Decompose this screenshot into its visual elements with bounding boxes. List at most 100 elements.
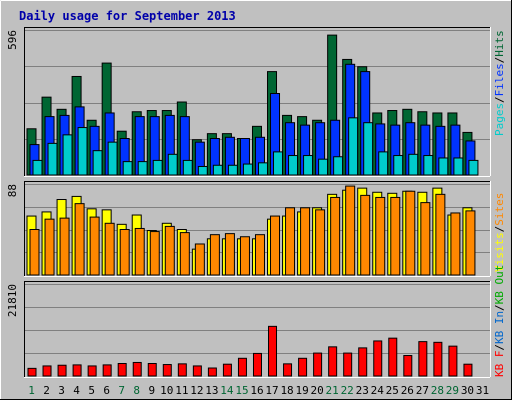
bar-sites-day-12 xyxy=(194,243,205,276)
x-tick-label-day-1: 1 xyxy=(28,384,35,397)
bar-pages-day-19 xyxy=(303,155,314,176)
bar-kb-f-day-8 xyxy=(132,361,142,377)
bar-pages-day-15 xyxy=(242,163,253,176)
visits-sites-panel xyxy=(24,181,491,277)
x-tick-label-day-7: 7 xyxy=(118,384,125,397)
bar-pages-day-9 xyxy=(152,159,163,176)
bar-kb-f-day-1 xyxy=(27,367,37,377)
x-tick-label-day-16: 16 xyxy=(250,384,263,397)
bar-pages-day-22 xyxy=(348,117,359,176)
bar-kb-f-day-17 xyxy=(268,325,278,377)
x-tick-label-day-2: 2 xyxy=(43,384,50,397)
legend-separator: / xyxy=(493,57,506,64)
bar-kb-f-day-22 xyxy=(343,352,353,377)
bar-pages-day-13 xyxy=(212,164,223,176)
x-tick-label-day-26: 26 xyxy=(401,384,414,397)
bar-pages-day-17 xyxy=(273,151,284,176)
bar-sites-day-29 xyxy=(450,212,461,276)
bar-sites-day-28 xyxy=(435,193,446,276)
bar-kb-f-day-21 xyxy=(328,346,338,377)
bar-pages-day-4 xyxy=(77,127,88,176)
bar-kb-f-day-23 xyxy=(358,347,368,377)
bar-sites-day-22 xyxy=(345,185,356,276)
bar-kb-f-day-30 xyxy=(463,363,473,377)
bar-pages-day-7 xyxy=(122,161,133,176)
bar-pages-day-6 xyxy=(107,141,118,176)
y-max-label-visits: 88 xyxy=(6,184,19,197)
x-tick-label-day-18: 18 xyxy=(280,384,293,397)
bar-pages-day-30 xyxy=(468,159,479,176)
bar-sites-day-25 xyxy=(390,196,401,276)
bar-pages-day-27 xyxy=(423,155,434,176)
x-tick-label-day-3: 3 xyxy=(58,384,65,397)
bar-kb-f-day-20 xyxy=(313,352,323,377)
x-tick-label-day-23: 23 xyxy=(356,384,369,397)
x-tick-label-day-9: 9 xyxy=(148,384,155,397)
bar-pages-day-11 xyxy=(182,159,193,176)
bar-sites-day-23 xyxy=(360,194,371,276)
bar-pages-day-28 xyxy=(438,157,449,176)
x-tick-label-day-4: 4 xyxy=(73,384,80,397)
bar-sites-day-21 xyxy=(330,196,341,276)
bar-kb-f-day-13 xyxy=(207,367,217,377)
bar-kb-f-day-11 xyxy=(177,363,187,377)
x-tick-label-day-22: 22 xyxy=(341,384,354,397)
legend-separator: / xyxy=(493,96,506,103)
y-max-label-kb: 21810 xyxy=(6,284,19,317)
x-tick-label-day-20: 20 xyxy=(311,384,324,397)
bar-sites-day-11 xyxy=(179,232,190,276)
x-tick-label-day-31: 31 xyxy=(476,384,489,397)
bar-kb-f-day-26 xyxy=(403,355,413,377)
legend-item-kb-in: KB In xyxy=(493,311,506,344)
bar-sites-day-24 xyxy=(375,196,386,276)
bar-kb-f-day-2 xyxy=(42,365,52,377)
bar-sites-day-16 xyxy=(254,234,265,276)
bar-kb-f-day-18 xyxy=(283,363,293,377)
bar-pages-day-2 xyxy=(47,142,58,176)
legend-separator: / xyxy=(493,304,506,311)
hits-files-pages-panel xyxy=(24,27,491,177)
bar-pages-day-5 xyxy=(92,150,103,176)
bar-sites-day-27 xyxy=(420,202,431,276)
bar-kb-f-day-14 xyxy=(222,363,232,377)
x-tick-label-day-21: 21 xyxy=(326,384,339,397)
x-tick-label-day-24: 24 xyxy=(371,384,385,397)
bar-sites-day-10 xyxy=(164,225,175,276)
bar-pages-day-14 xyxy=(227,164,238,176)
y-axis-labels: 596 88 21810 xyxy=(6,30,19,317)
bar-sites-day-2 xyxy=(44,218,55,276)
bar-kb-f-day-28 xyxy=(433,341,443,377)
bar-pages-day-29 xyxy=(453,157,464,176)
bar-kb-f-day-27 xyxy=(418,341,428,377)
x-tick-label-day-12: 12 xyxy=(190,384,203,397)
legend-item-visits: Visits xyxy=(493,232,506,272)
x-tick-label-day-15: 15 xyxy=(235,384,248,397)
bar-kb-f-day-5 xyxy=(87,365,97,377)
x-tick-label-day-11: 11 xyxy=(175,384,188,397)
bar-kb-f-day-9 xyxy=(147,363,157,377)
x-tick-label-day-10: 10 xyxy=(160,384,173,397)
x-tick-label-day-19: 19 xyxy=(295,384,308,397)
bar-pages-day-20 xyxy=(318,158,329,176)
bar-sites-day-13 xyxy=(209,234,220,276)
x-tick-label-day-8: 8 xyxy=(133,384,140,397)
bar-kb-f-day-3 xyxy=(57,364,67,377)
bar-sites-day-4 xyxy=(74,203,85,276)
bar-kb-f-day-4 xyxy=(72,364,82,377)
legend-item-kb-out: KB Out xyxy=(493,265,506,305)
bar-kb-f-day-12 xyxy=(192,365,202,377)
x-tick-label-day-30: 30 xyxy=(461,384,474,397)
bar-sites-day-15 xyxy=(239,236,250,276)
bar-pages-day-16 xyxy=(257,162,268,176)
x-tick-label-day-25: 25 xyxy=(386,384,399,397)
bar-kb-f-day-24 xyxy=(373,340,383,377)
x-tick-label-day-5: 5 xyxy=(88,384,95,397)
bar-kb-f-day-15 xyxy=(237,357,247,377)
bar-sites-day-9 xyxy=(149,231,160,276)
x-tick-label-day-27: 27 xyxy=(416,384,429,397)
legend-item-kb-f: KB F xyxy=(493,351,506,378)
bar-pages-day-3 xyxy=(62,134,73,176)
bar-sites-day-30 xyxy=(465,210,476,276)
